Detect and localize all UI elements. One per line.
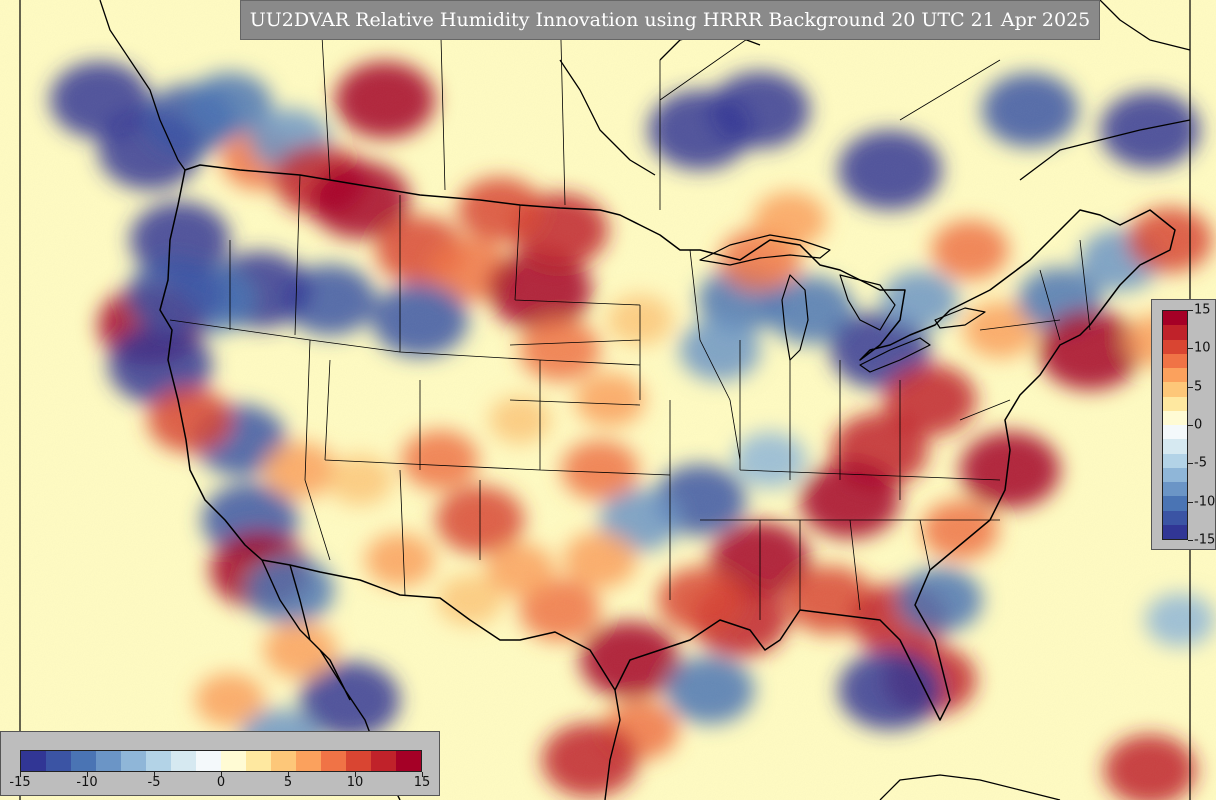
colorbar-tick (1188, 348, 1193, 350)
colorbar-segment (296, 751, 321, 771)
colorbar-segment (46, 751, 71, 771)
colorbar-tick (1188, 425, 1193, 426)
cuba-outline (879, 774, 1061, 800)
us-outline (159, 164, 1176, 721)
colorbar-segment (396, 751, 421, 771)
horizontal-colorbar: -15 -10 -5 0 5 10 15 (0, 731, 440, 796)
colorbar-segment (1163, 510, 1187, 525)
colorbar-tick-label: -10 (1194, 494, 1216, 510)
colorbar-segment (1163, 425, 1187, 440)
colorbar-segment (1163, 482, 1187, 497)
colorbar-tick-label: -15 (9, 775, 31, 790)
colorbar-segment (1163, 396, 1187, 411)
colorbar-segment (221, 751, 246, 771)
colorbar-tick-label: -5 (147, 775, 161, 790)
colorbar-tick-label: 10 (346, 775, 364, 790)
colorbar-tick-label: 10 (1194, 340, 1211, 356)
colorbar-segment (1163, 439, 1187, 454)
lake-ontario (934, 307, 986, 329)
colorbar-tick (1188, 540, 1193, 541)
colorbar-tick (1188, 386, 1193, 388)
colorbar-tick-label: -5 (1194, 455, 1207, 471)
colorbar-tick-label: -10 (76, 775, 98, 790)
province-boundaries (319, 0, 1001, 210)
colorbar-segment (1163, 524, 1187, 539)
colorbar-tick (1188, 501, 1193, 503)
colorbar-tick (221, 772, 222, 777)
colorbar-segment (1163, 382, 1187, 397)
colorbar-segment (146, 751, 171, 771)
colorbar-segment (1163, 453, 1187, 468)
colorbar-segment (371, 751, 396, 771)
colorbar-tick-label: 15 (1194, 302, 1211, 318)
horizontal-colorbar-scale (20, 750, 422, 772)
colorbar-tick (20, 772, 21, 777)
colorbar-segment (1163, 410, 1187, 425)
colorbar-tick (355, 772, 356, 777)
colorbar-tick-label: 0 (216, 775, 226, 790)
figure-title: UU2DVAR Relative Humidity Innovation usi… (240, 0, 1100, 40)
colorbar-tick-label: 5 (283, 775, 293, 790)
lake-superior (699, 234, 831, 266)
lake-erie (859, 337, 931, 373)
colorbar-tick (1188, 463, 1193, 465)
colorbar-segment (271, 751, 296, 771)
vertical-colorbar: 15 10 5 0 -5 -10 -15 (1151, 299, 1216, 550)
colorbar-segment (1163, 311, 1187, 326)
colorbar-segment (1163, 467, 1187, 482)
colorbar-segment (321, 751, 346, 771)
colorbar-segment (346, 751, 371, 771)
colorbar-segment (121, 751, 146, 771)
colorbar-tick-label: 0 (1194, 417, 1203, 433)
colorbar-tick-label: 5 (1194, 379, 1203, 395)
colorbar-segment (196, 751, 221, 771)
colorbar-segment (71, 751, 96, 771)
colorbar-tick (87, 772, 88, 777)
colorbar-segment (1163, 496, 1187, 511)
colorbar-segment (246, 751, 271, 771)
colorbar-segment (1163, 353, 1187, 368)
colorbar-segment (1163, 368, 1187, 383)
colorbar-tick (422, 772, 423, 777)
colorbar-segment (21, 751, 46, 771)
colorbar-tick (288, 772, 289, 777)
map-boundaries (19, 0, 1191, 800)
lake-michigan (781, 274, 809, 361)
colorbar-tick-label: 15 (413, 775, 431, 790)
lake-huron (839, 274, 896, 331)
vertical-colorbar-scale (1162, 310, 1188, 540)
colorbar-segment (1163, 339, 1187, 354)
state-boundaries (169, 174, 1091, 620)
colorbar-tick (154, 772, 155, 777)
colorbar-segment (1163, 325, 1187, 340)
colorbar-segment (171, 751, 196, 771)
colorbar-tick (1188, 310, 1193, 311)
colorbar-tick-label: -15 (1194, 532, 1216, 548)
colorbar-segment (96, 751, 121, 771)
